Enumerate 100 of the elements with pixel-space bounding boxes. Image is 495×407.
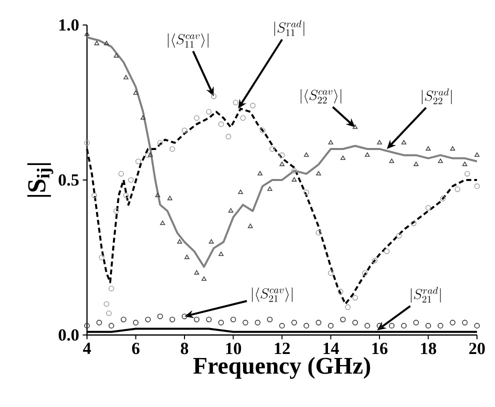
point — [208, 239, 214, 244]
point — [218, 320, 224, 326]
point — [362, 270, 368, 276]
point — [84, 140, 90, 146]
x-tick-label: 6 — [132, 342, 140, 354]
point — [279, 152, 285, 158]
point — [194, 316, 200, 322]
point — [228, 208, 234, 213]
point — [352, 320, 358, 326]
point — [157, 140, 163, 146]
point — [426, 146, 431, 151]
point — [123, 192, 129, 198]
point — [377, 140, 382, 144]
point — [92, 192, 98, 198]
point — [108, 322, 114, 328]
x-tick-label: 14 — [324, 342, 339, 354]
point — [240, 115, 246, 121]
point — [194, 270, 200, 275]
point — [292, 177, 297, 182]
annotation: $|\langle S_{11}^{cav}\rangle|$ — [168, 33, 208, 48]
point — [206, 109, 212, 115]
point — [425, 205, 432, 211]
point — [372, 258, 378, 264]
point — [291, 168, 297, 174]
point — [160, 220, 166, 225]
point — [474, 322, 480, 328]
point — [376, 322, 382, 328]
point — [132, 320, 139, 326]
point — [114, 53, 119, 58]
point — [450, 320, 456, 326]
point — [464, 171, 470, 177]
annotation: $|\langle S_{22}^{cav}\rangle|$ — [300, 89, 342, 104]
point — [177, 239, 182, 244]
point — [280, 162, 284, 166]
point — [133, 90, 138, 95]
point — [474, 152, 480, 157]
point — [450, 146, 456, 151]
point — [328, 322, 334, 328]
point — [462, 320, 468, 326]
point — [226, 134, 232, 140]
y-tick-label: 1.0 — [59, 19, 79, 31]
point — [250, 102, 256, 108]
point — [328, 270, 334, 276]
point — [218, 252, 224, 256]
point — [120, 316, 126, 322]
point — [155, 192, 160, 198]
x-tick-label: 18 — [421, 342, 436, 354]
point — [269, 146, 276, 152]
point — [328, 140, 334, 144]
point — [104, 40, 109, 46]
annotation: $|S_{11}^{rad}|$ — [274, 20, 304, 36]
point — [145, 152, 151, 158]
point — [254, 320, 260, 326]
point — [218, 121, 224, 127]
point — [145, 316, 151, 322]
point — [414, 162, 419, 166]
point — [352, 124, 358, 129]
x-tick-label: 16 — [372, 342, 388, 354]
point — [157, 314, 163, 320]
y-tick-label: 0.5 — [58, 174, 79, 186]
point — [118, 171, 124, 177]
point — [279, 322, 285, 328]
point — [413, 320, 419, 326]
point — [148, 152, 153, 157]
point — [167, 196, 172, 200]
point — [396, 233, 402, 239]
point — [291, 320, 297, 326]
point — [202, 276, 206, 281]
point — [352, 295, 358, 301]
point — [474, 183, 480, 189]
point — [106, 310, 112, 316]
point — [242, 320, 248, 326]
point — [316, 230, 322, 236]
point — [304, 322, 310, 328]
point — [389, 158, 394, 163]
point — [316, 320, 322, 326]
point — [184, 254, 190, 260]
point — [316, 171, 322, 176]
point — [170, 316, 176, 322]
point — [454, 186, 460, 192]
annotation: $|S_{21}^{rad}|$ — [410, 286, 441, 303]
point — [135, 158, 141, 164]
x-tick-label: 8 — [180, 342, 188, 354]
point — [96, 320, 102, 326]
point — [108, 286, 114, 292]
point — [84, 322, 90, 328]
point — [364, 152, 370, 157]
point — [194, 115, 200, 121]
point — [345, 304, 351, 310]
point — [104, 301, 110, 307]
point — [384, 248, 390, 254]
point — [260, 128, 266, 134]
x-axis-title: Frequency (GHz) — [193, 357, 370, 379]
point — [182, 314, 188, 320]
point — [462, 162, 468, 166]
y-axis-title: |S$_{ij}$| — [27, 163, 54, 197]
point — [425, 322, 432, 328]
x-tick-label: 12 — [274, 342, 290, 354]
point — [128, 177, 134, 183]
point — [170, 146, 176, 152]
